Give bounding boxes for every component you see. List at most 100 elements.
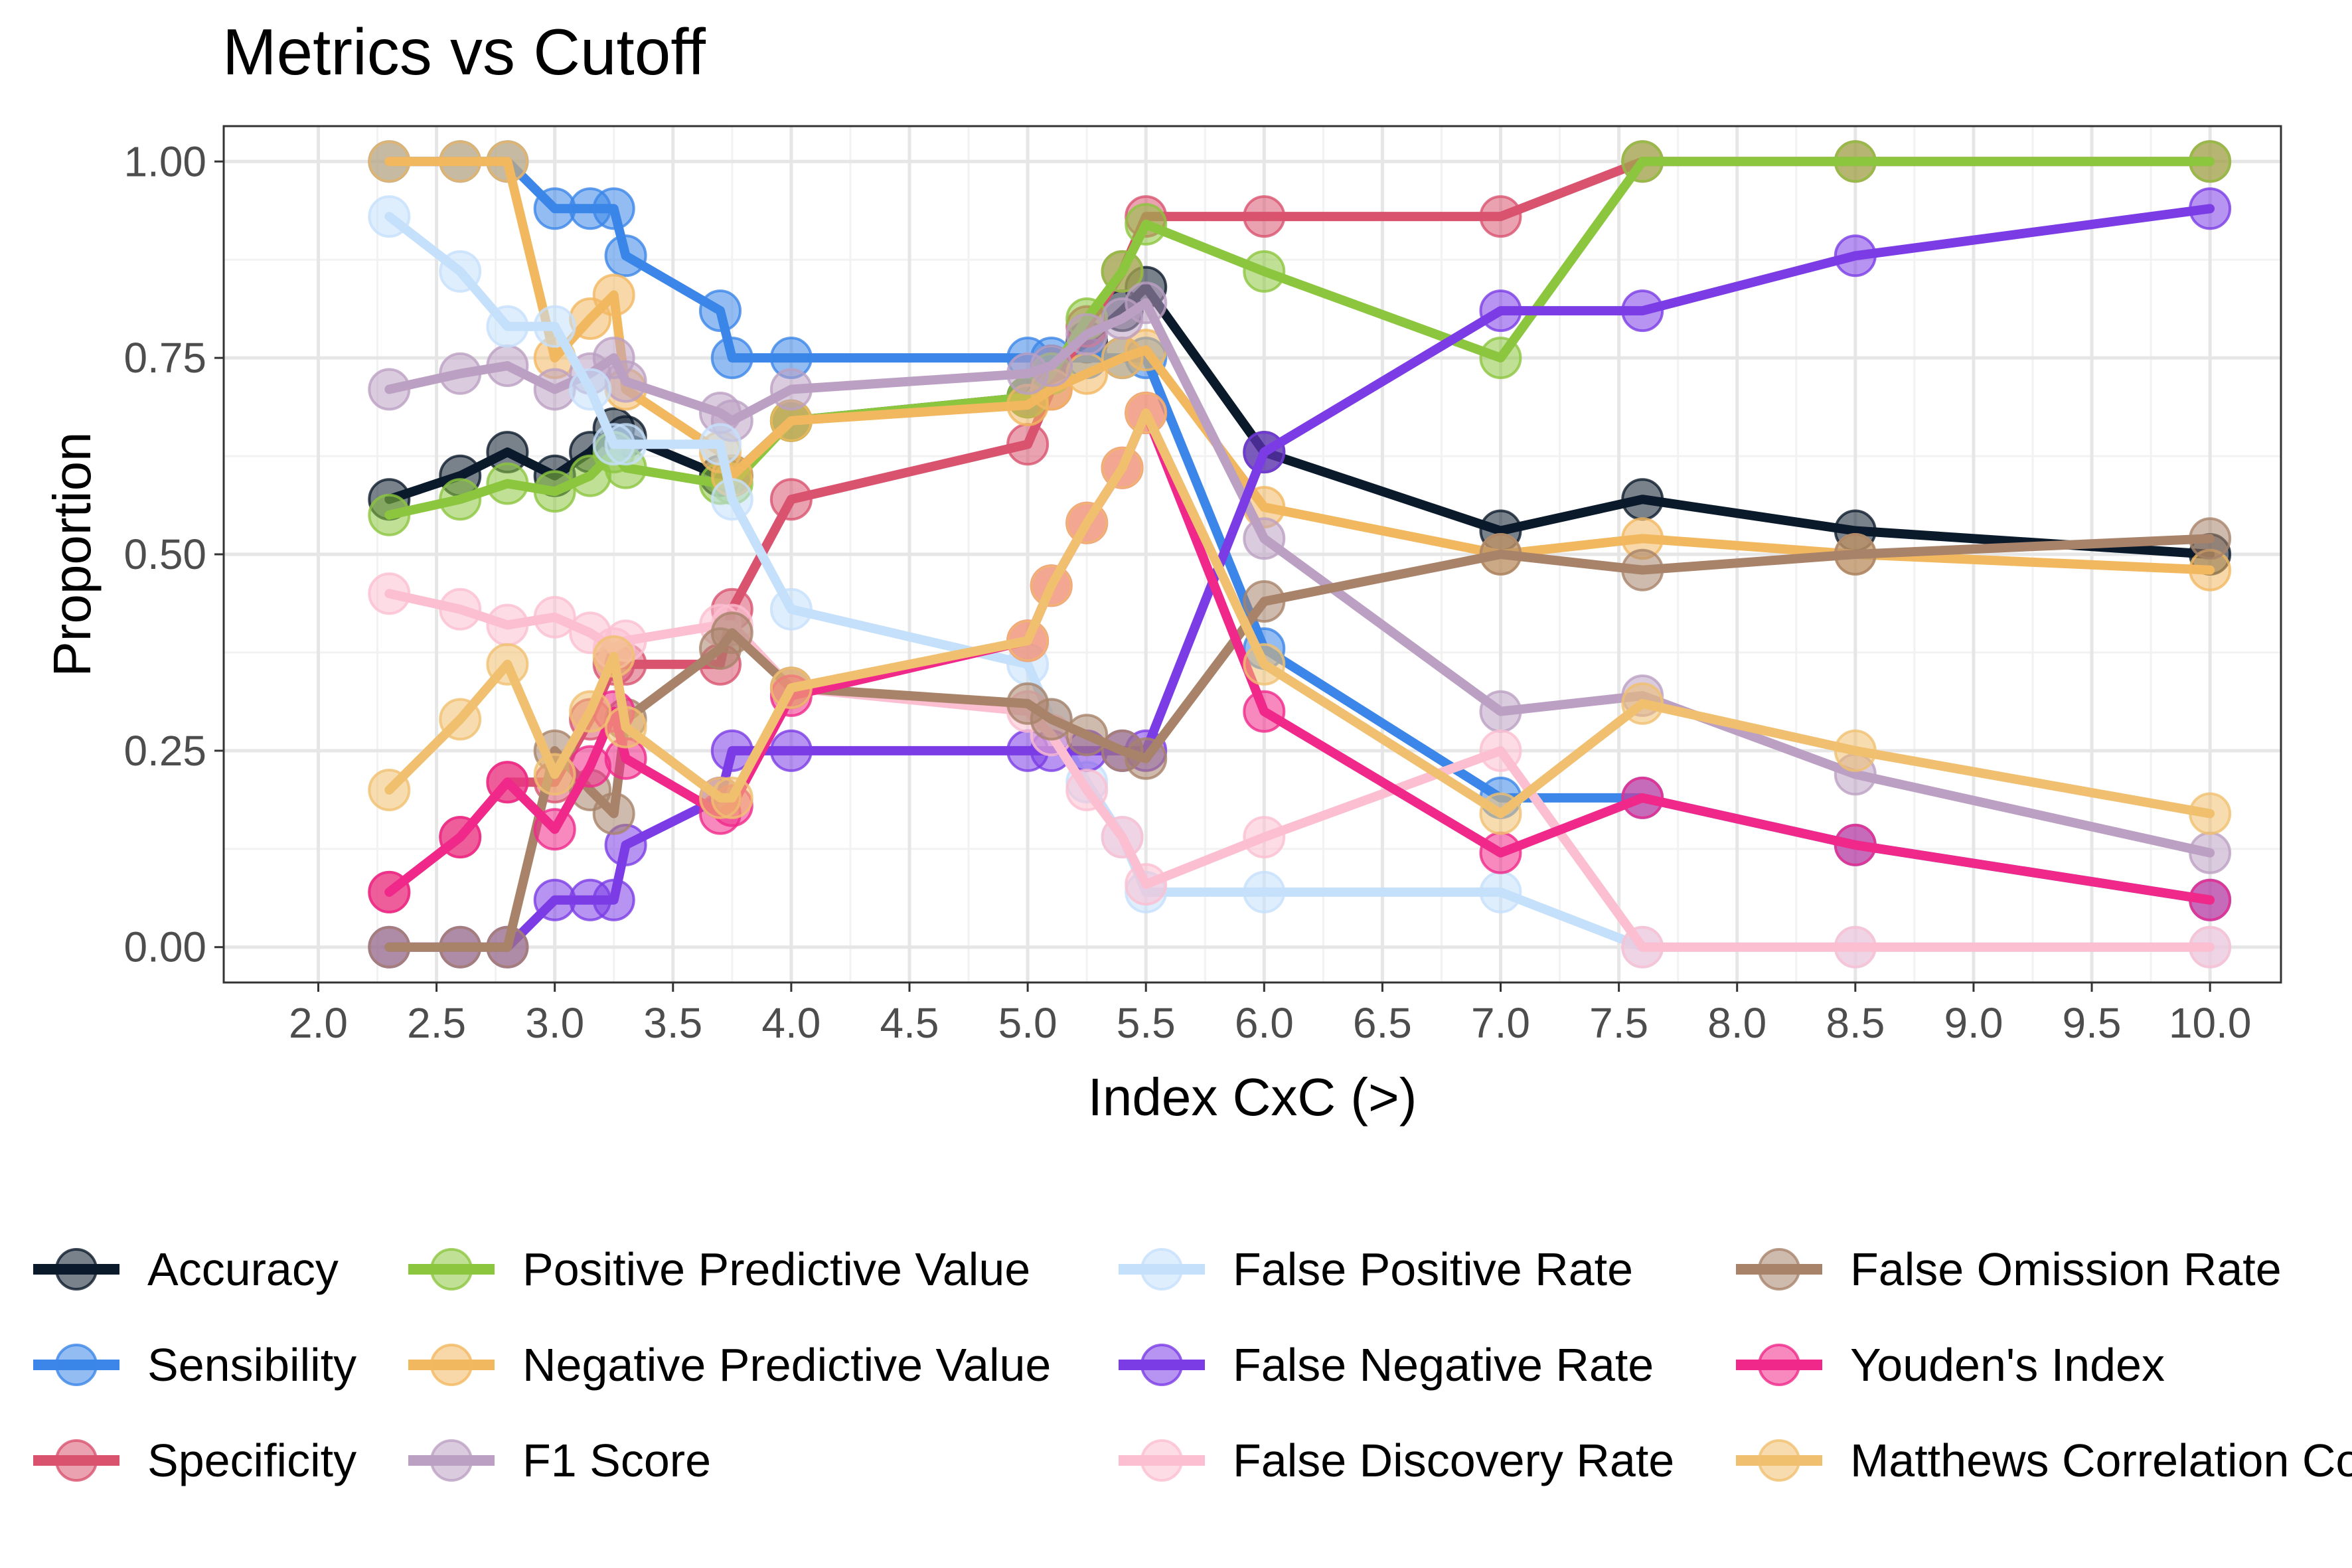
legend-key-point <box>1140 1344 1183 1386</box>
data-point <box>1243 690 1286 733</box>
data-point <box>710 729 753 772</box>
data-point <box>1243 580 1286 623</box>
data-point <box>486 305 529 348</box>
data-point <box>1243 431 1286 474</box>
data-point <box>486 140 529 183</box>
data-point <box>592 635 635 678</box>
data-point <box>769 588 813 631</box>
data-point <box>533 305 576 348</box>
data-point <box>439 588 482 631</box>
x-tick-label: 2.0 <box>289 999 348 1047</box>
legend-key-point <box>430 1344 473 1386</box>
x-tick-label: 3.5 <box>643 999 702 1047</box>
data-point <box>1125 392 1168 434</box>
data-point <box>710 337 753 380</box>
legend-item: False Positive Rate <box>1119 1243 1633 1295</box>
data-point <box>439 250 482 293</box>
legend-key-point <box>55 1248 98 1291</box>
data-point <box>592 878 635 921</box>
data-point <box>1006 423 1050 466</box>
data-point <box>569 368 612 411</box>
legend-key-point <box>55 1344 98 1386</box>
data-point <box>439 140 482 183</box>
data-point <box>1479 195 1522 238</box>
data-point <box>710 478 753 521</box>
data-point <box>2189 517 2232 560</box>
data-point <box>1243 250 1286 293</box>
chart-title: Metrics vs Cutoff <box>222 15 706 88</box>
data-point <box>368 368 411 411</box>
data-point <box>486 603 529 647</box>
data-point <box>368 870 411 913</box>
legend-key-point <box>1758 1248 1800 1291</box>
data-point <box>769 666 813 710</box>
y-axis: 0.00 0.25 0.50 0.75 1.00 <box>123 137 224 971</box>
data-point <box>1243 195 1286 238</box>
legend-key-point <box>1758 1439 1800 1482</box>
data-point <box>1101 250 1144 293</box>
legend: Accuracy Sensibility Specificity Positive P… <box>33 1243 2352 1486</box>
data-point <box>368 572 411 615</box>
legend-label: Matthews Correlation Coefficient <box>1850 1435 2352 1486</box>
x-axis: 2.0 2.5 3.0 3.5 4.0 4.5 5.0 5.5 6.0 6.5 7.0 7.5 8.0 8… <box>289 982 2251 1047</box>
data-point <box>439 352 482 395</box>
data-point <box>1834 140 1877 183</box>
data-point <box>1834 925 1877 969</box>
data-point <box>486 345 529 387</box>
y-tick-label: 1.00 <box>123 137 206 185</box>
data-point <box>533 878 576 921</box>
data-point <box>2189 831 2232 874</box>
data-point <box>1479 870 1522 913</box>
data-point <box>569 690 612 733</box>
legend-item: Youden's Index <box>1736 1339 2165 1391</box>
legend-key-point <box>430 1439 473 1482</box>
data-point <box>569 745 612 788</box>
data-point <box>1243 870 1286 913</box>
legend-item: Accuracy <box>33 1243 339 1295</box>
data-point <box>1065 352 1109 395</box>
x-tick-label: 5.5 <box>1117 999 1176 1047</box>
data-point <box>1621 478 1664 521</box>
data-point <box>1125 863 1168 906</box>
data-point <box>604 706 647 749</box>
data-point <box>1621 140 1664 183</box>
data-point <box>533 808 576 851</box>
data-point <box>1479 533 1522 576</box>
data-point <box>1479 831 1522 874</box>
legend-label: False Negative Rate <box>1233 1339 1654 1391</box>
data-point <box>1479 690 1522 733</box>
legend-key-point <box>1758 1344 1800 1386</box>
y-tick-label: 0.00 <box>123 923 206 971</box>
data-point <box>486 761 529 804</box>
data-point <box>1479 792 1522 835</box>
x-tick-label: 3.0 <box>525 999 584 1047</box>
data-point <box>1834 234 1877 277</box>
data-point <box>368 195 411 238</box>
x-tick-label: 8.5 <box>1826 999 1885 1047</box>
legend-label: False Positive Rate <box>1233 1243 1633 1295</box>
data-point <box>1243 816 1286 859</box>
x-tick-label: 6.5 <box>1353 999 1412 1047</box>
legend-label: Sensibility <box>147 1339 356 1391</box>
data-point <box>1065 313 1109 356</box>
y-tick-label: 0.25 <box>123 727 206 775</box>
data-point <box>1030 698 1073 741</box>
data-point <box>592 274 635 317</box>
data-point <box>1479 289 1522 333</box>
legend-item: F1 Score <box>408 1435 711 1486</box>
legend-label: False Omission Rate <box>1850 1243 2282 1295</box>
legend-label: Negative Predictive Value <box>522 1339 1051 1391</box>
data-point <box>1125 202 1168 246</box>
x-tick-label: 2.5 <box>407 999 466 1047</box>
legend-item: Negative Predictive Value <box>408 1339 1051 1391</box>
data-point <box>604 423 647 466</box>
data-point <box>592 187 635 230</box>
data-point <box>533 187 576 230</box>
data-point <box>2189 187 2232 230</box>
data-point <box>1030 564 1073 607</box>
x-tick-label: 4.0 <box>761 999 821 1047</box>
data-point <box>769 729 813 772</box>
series-11 <box>368 392 2232 835</box>
data-point <box>368 493 411 536</box>
legend-item: False Omission Rate <box>1736 1243 2282 1295</box>
